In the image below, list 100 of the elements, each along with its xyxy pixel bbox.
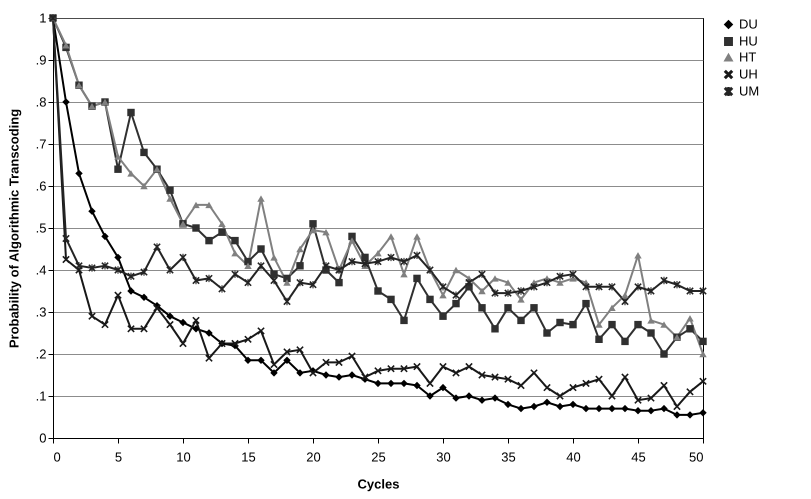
point xyxy=(426,380,434,388)
point xyxy=(218,285,226,293)
point xyxy=(413,233,421,240)
point xyxy=(166,266,174,274)
point xyxy=(322,358,330,366)
point xyxy=(400,316,408,324)
point xyxy=(218,220,226,228)
point xyxy=(452,394,460,402)
point xyxy=(88,264,96,272)
legend-label: UH xyxy=(739,66,758,82)
point xyxy=(309,220,317,228)
point xyxy=(270,369,278,377)
point xyxy=(114,254,122,262)
point xyxy=(244,336,252,344)
x-tick-label: 35 xyxy=(501,450,516,464)
point xyxy=(504,279,512,286)
x-tick-label: 0 xyxy=(54,450,61,464)
point xyxy=(595,375,603,383)
point xyxy=(322,371,330,379)
point xyxy=(140,148,148,156)
point xyxy=(257,195,265,202)
point xyxy=(478,304,486,312)
point xyxy=(595,404,603,412)
point xyxy=(153,243,161,251)
point xyxy=(270,276,278,284)
point xyxy=(335,278,343,286)
point xyxy=(127,170,135,177)
point xyxy=(387,296,395,304)
point xyxy=(205,202,213,208)
point xyxy=(231,236,239,244)
point xyxy=(75,170,83,178)
point xyxy=(361,254,369,262)
point xyxy=(465,362,473,370)
point xyxy=(439,384,447,392)
point xyxy=(231,250,239,256)
point xyxy=(244,356,252,364)
legend-label: HT xyxy=(739,50,756,64)
point xyxy=(621,373,629,381)
legend-label: HU xyxy=(739,34,758,48)
point xyxy=(543,384,551,392)
point xyxy=(426,392,434,400)
point xyxy=(699,338,707,346)
point xyxy=(387,254,395,262)
point xyxy=(140,182,148,190)
point xyxy=(88,207,96,215)
point xyxy=(686,315,694,322)
x-tick-label: 15 xyxy=(241,450,256,464)
point xyxy=(582,404,590,412)
point xyxy=(283,279,291,286)
point xyxy=(699,350,707,358)
point xyxy=(530,402,538,410)
point xyxy=(400,364,408,372)
point xyxy=(686,388,694,396)
point xyxy=(166,195,174,202)
point xyxy=(218,228,226,236)
point xyxy=(699,409,707,417)
point xyxy=(114,165,122,173)
point xyxy=(660,276,668,284)
point xyxy=(660,404,668,412)
point xyxy=(166,186,174,194)
point xyxy=(582,380,590,388)
y-tick-label: .1 xyxy=(36,388,46,404)
point xyxy=(309,369,317,377)
point xyxy=(140,294,148,302)
point xyxy=(62,256,70,264)
point xyxy=(244,278,252,286)
point xyxy=(608,320,616,328)
point xyxy=(127,287,135,295)
x-tick-label: 45 xyxy=(631,450,646,464)
point xyxy=(114,291,122,299)
x-tick-label: 30 xyxy=(436,450,451,464)
x-axis-title: Cycles xyxy=(358,476,400,492)
x-tick-label: 10 xyxy=(176,450,191,464)
point xyxy=(621,298,629,306)
y-tick-label: .8 xyxy=(36,94,46,110)
point xyxy=(114,266,122,274)
point xyxy=(205,354,213,362)
point xyxy=(530,369,538,377)
point xyxy=(608,404,616,412)
x-tick-label: 25 xyxy=(371,450,386,464)
point xyxy=(244,262,252,270)
point xyxy=(569,384,577,392)
point xyxy=(205,236,213,244)
point xyxy=(413,362,421,370)
point xyxy=(517,296,525,303)
point xyxy=(699,287,707,295)
y-tick-label: .7 xyxy=(36,136,46,152)
point xyxy=(556,402,564,410)
point xyxy=(374,258,382,266)
point xyxy=(634,406,642,414)
point xyxy=(296,278,304,286)
point xyxy=(140,268,148,276)
point xyxy=(153,304,161,312)
point xyxy=(296,346,304,354)
point xyxy=(62,234,70,242)
point xyxy=(439,292,447,298)
point xyxy=(309,226,317,234)
point xyxy=(634,396,642,404)
point xyxy=(348,352,356,360)
point xyxy=(400,258,408,266)
